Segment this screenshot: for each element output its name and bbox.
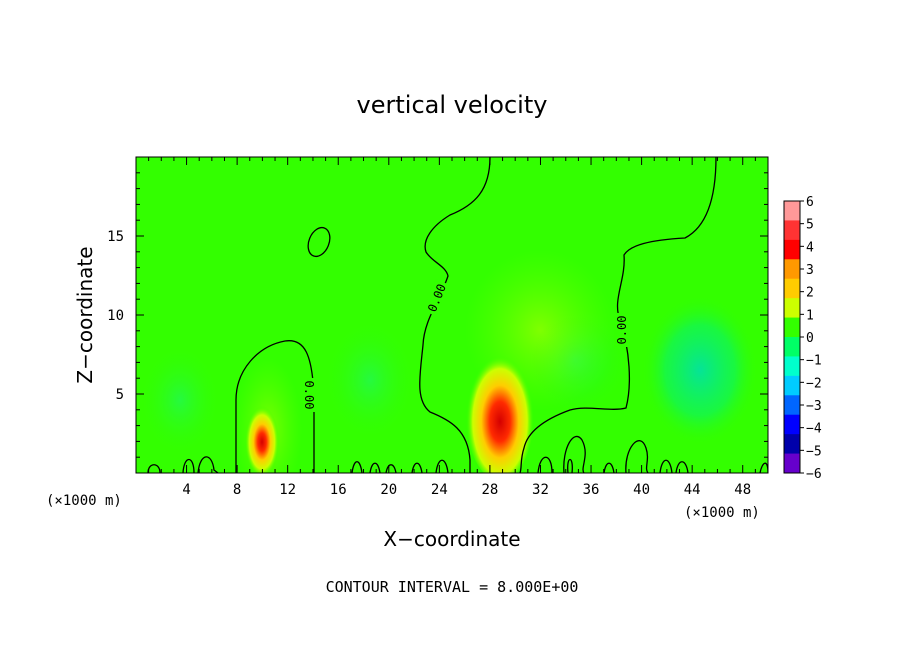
colorbar-swatch: [784, 375, 800, 396]
zero-contours: [147, 157, 768, 473]
colorbar-label: 1: [806, 308, 814, 323]
x-tick-label: 24: [431, 482, 448, 498]
colorbar-swatch: [784, 259, 800, 280]
contour-surface-wiggles: [147, 435, 768, 473]
contour-interval-note: CONTOUR INTERVAL = 8.000E+00: [326, 578, 579, 596]
y-axis-label: Z−coordinate: [73, 246, 97, 383]
colorbar-swatch: [784, 356, 800, 377]
x-tick-label: 48: [734, 482, 751, 498]
updraft-core-2: [466, 349, 534, 473]
colorbar-swatch: [784, 201, 800, 221]
x-tick-label: 12: [279, 482, 296, 498]
x-tick-label: 40: [633, 482, 650, 498]
downdraft-region-left: [325, 320, 415, 440]
x-tick-label: 44: [684, 482, 701, 498]
velocity-field: [136, 157, 768, 473]
colorbar-swatch: [784, 317, 800, 338]
contour-upper-center: [419, 157, 491, 473]
colorbar-label: −1: [806, 354, 822, 369]
colorbar-swatch: [784, 220, 800, 241]
colorbar-label: −3: [806, 399, 822, 414]
colorbar-label: 2: [806, 286, 814, 301]
x-unit-left: (×1000 m): [46, 493, 122, 509]
colorbar-swatch: [784, 278, 800, 299]
colorbar-swatch: [784, 414, 800, 435]
contour-label-1: 0.00: [302, 381, 316, 410]
x-tick-label: 32: [532, 482, 549, 498]
colorbar-label: −6: [806, 467, 822, 482]
y-tick-label: 5: [116, 387, 124, 403]
colorbar-label: 4: [806, 240, 814, 255]
contour-left-dome: [235, 340, 315, 473]
x-axis-label: X−coordinate: [383, 527, 520, 551]
y-tick-label: 15: [107, 229, 124, 245]
colorbar-label: −5: [806, 444, 822, 459]
colorbar-swatch: [784, 453, 800, 474]
colorbar-label: 5: [806, 218, 814, 233]
downdraft-region-far-left: [140, 345, 220, 455]
colorbar-label: 6: [806, 195, 814, 210]
colorbar-label: −4: [806, 422, 822, 437]
colorbar-label: 0: [806, 331, 814, 346]
x-unit-right: (×1000 m): [684, 505, 760, 521]
x-tick-label: 8: [233, 482, 241, 498]
downdraft-region-right: [642, 295, 758, 445]
x-tick-label: 36: [583, 482, 600, 498]
colorbar-swatch: [784, 298, 800, 319]
colorbar-swatch: [784, 239, 800, 260]
y-axis: 5 10 15: [107, 172, 768, 458]
colorbar-label: −2: [806, 376, 822, 391]
x-axis: 4 8 12 16 20 24 28 32 36 40 44 48: [148, 157, 756, 498]
x-tick-label: 28: [481, 482, 498, 498]
updraft-core-1: [245, 406, 279, 473]
colorbar-swatch: [784, 337, 800, 357]
colorbar-swatch: [784, 395, 800, 416]
x-tick-label: 16: [330, 482, 347, 498]
x-tick-label: 20: [380, 482, 397, 498]
contour-small-loop: [307, 226, 331, 258]
x-tick-label: 4: [182, 482, 190, 498]
chart-title: vertical velocity: [357, 91, 548, 119]
contour-right: [519, 157, 717, 473]
colorbar-label: 3: [806, 263, 814, 278]
colorbar-swatch: [784, 434, 800, 455]
y-tick-label: 10: [107, 308, 124, 324]
contour-label-3: 0.00: [615, 316, 629, 345]
colorbar: 6 5 4 3 2 1 0 −1 −2 −3 −4 −5 −6: [783, 195, 822, 482]
